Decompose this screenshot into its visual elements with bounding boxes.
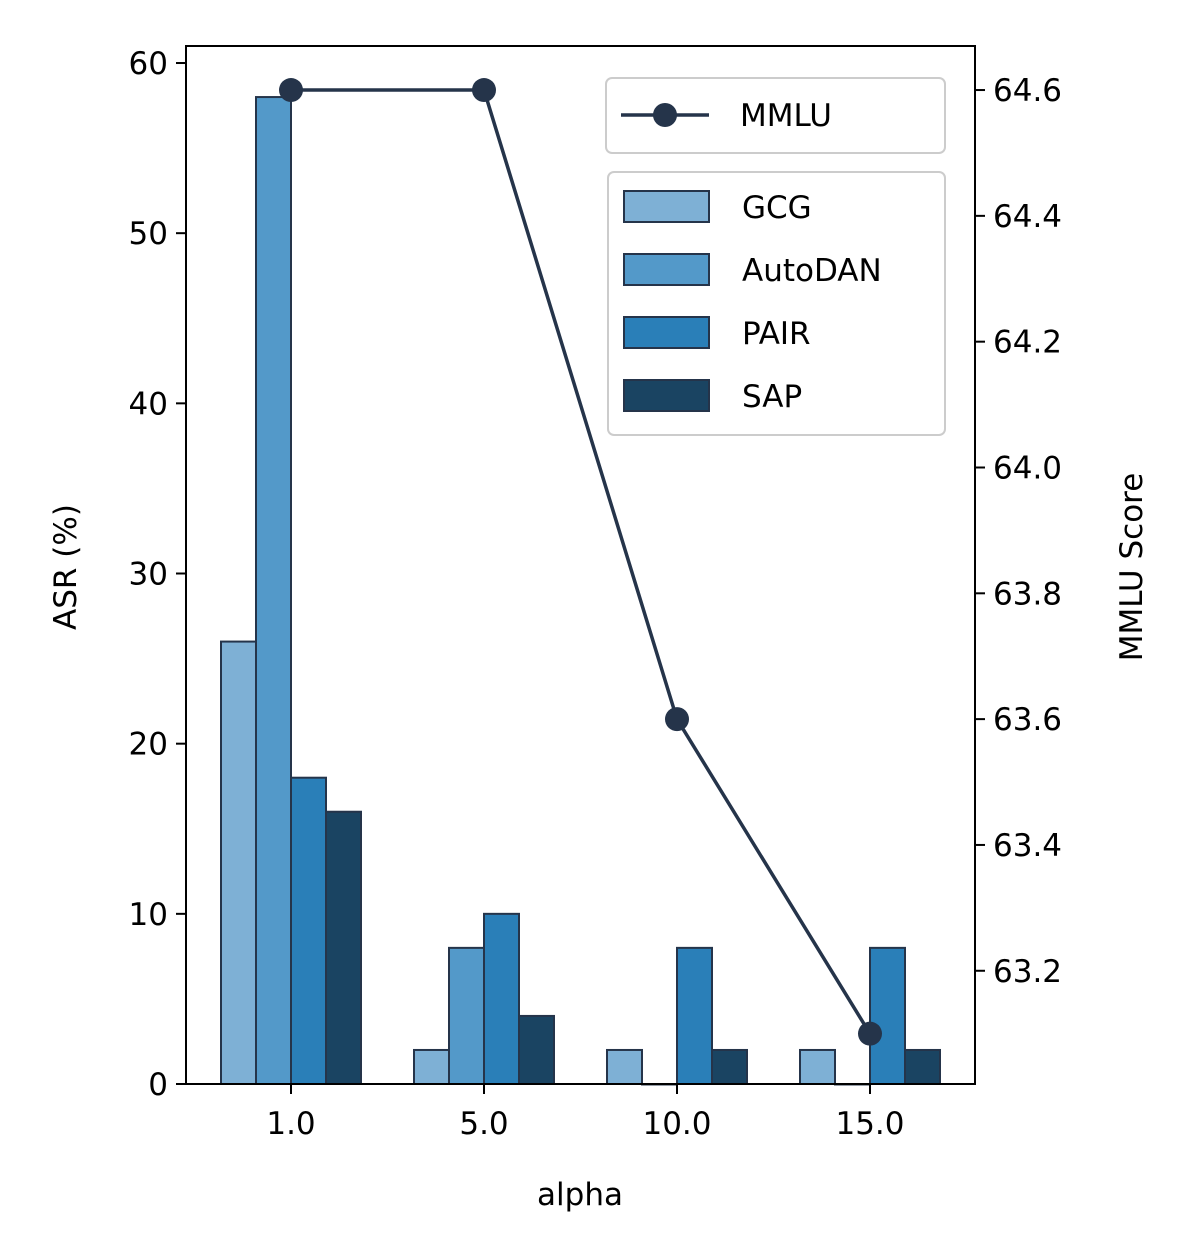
legend-item-sap: SAP — [623, 379, 802, 415]
legend-label-autodan: AutoDAN — [742, 253, 882, 289]
legend-label-gcg: GCG — [742, 190, 812, 226]
legend-mmlu-marker — [653, 103, 677, 127]
left-y-tick-label: 10 — [129, 897, 168, 933]
right-y-tick-label: 64.0 — [993, 450, 1062, 486]
left-y-tick-label: 50 — [129, 216, 168, 252]
legend-swatch-gcg — [623, 190, 710, 223]
right-y-tick-label: 63.4 — [993, 828, 1062, 864]
left-y-axis-title: ASR (%) — [48, 504, 84, 630]
mmlu-point-15-0 — [858, 1021, 882, 1046]
bar-pair-15-0 — [869, 946, 906, 1085]
right-y-tick-label: 64.6 — [993, 73, 1062, 109]
legend-line-frame — [605, 77, 946, 154]
x-tick-label: 1.0 — [266, 1106, 315, 1142]
bar-autodan-1-0 — [255, 96, 292, 1085]
left-y-tick-label: 0 — [148, 1067, 168, 1103]
bar-gcg-5-0 — [413, 1048, 450, 1085]
bars-layer — [220, 96, 941, 1086]
bar-pair-5-0 — [483, 912, 520, 1085]
legend-label-sap: SAP — [742, 379, 802, 415]
left-y-tick-label: 40 — [129, 386, 168, 422]
legend-swatch-sap — [623, 379, 710, 412]
right-y-tick-label: 64.4 — [993, 199, 1062, 235]
bar-gcg-1-0 — [220, 640, 257, 1086]
bar-gcg-15-0 — [799, 1048, 836, 1085]
left-y-tick-label: 20 — [129, 727, 168, 763]
bar-sap-1-0 — [325, 810, 362, 1086]
bar-sap-5-0 — [518, 1014, 555, 1086]
right-y-tick-label: 63.8 — [993, 576, 1062, 612]
x-tick-label: 15.0 — [835, 1106, 904, 1142]
legend-label-pair: PAIR — [742, 316, 811, 352]
mmlu-line — [291, 88, 872, 1035]
mmlu-line-layer — [279, 78, 882, 1046]
legend-swatch-pair — [623, 316, 710, 349]
legend-line: MMLU — [605, 77, 946, 154]
legend-bars-frame — [607, 171, 946, 436]
x-axis-title: alpha — [537, 1177, 623, 1213]
mmlu-point-10-0 — [665, 707, 689, 732]
x-tick-label: 10.0 — [642, 1106, 711, 1142]
right-y-axis: 63.2 63.4 63.6 63.8 64.0 64.2 64.4 64.6 — [975, 73, 1062, 990]
right-y-tick-label: 64.2 — [993, 325, 1062, 361]
x-tick-label: 5.0 — [459, 1106, 508, 1142]
left-y-tick-label: 30 — [129, 557, 168, 593]
bar-pair-10-0 — [676, 946, 713, 1085]
bar-pair-1-0 — [290, 776, 327, 1085]
right-y-axis-title: MMLU Score — [1114, 473, 1150, 662]
legend-bars: GCG AutoDAN PAIR SAP — [607, 171, 946, 436]
bar-autodan-5-0 — [448, 946, 485, 1085]
mmlu-point-1-0 — [279, 78, 303, 103]
right-y-tick-label: 63.2 — [993, 954, 1062, 990]
legend-item-autodan: AutoDAN — [623, 253, 882, 289]
plot-frame — [185, 45, 976, 1085]
legend-mmlu-label: MMLU — [740, 98, 832, 134]
right-y-tick-label: 63.6 — [993, 702, 1062, 738]
x-axis: 1.0 5.0 10.0 15.0 — [266, 1084, 905, 1142]
bar-sap-15-0 — [904, 1048, 941, 1085]
left-y-axis: 0 10 20 30 40 50 60 — [129, 46, 186, 1103]
bar-gcg-10-0 — [606, 1048, 643, 1085]
left-y-tick-label: 60 — [129, 46, 168, 82]
legend-item-pair: PAIR — [623, 316, 811, 352]
bar-sap-10-0 — [711, 1048, 748, 1085]
legend-swatch-autodan — [623, 253, 710, 286]
mmlu-point-5-0 — [472, 78, 496, 103]
legend-item-gcg: GCG — [623, 190, 812, 226]
